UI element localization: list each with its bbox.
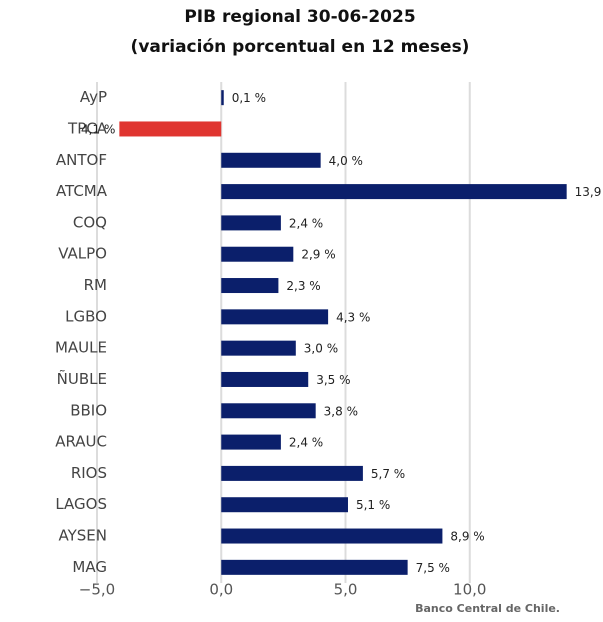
- bar: [221, 152, 321, 168]
- data-label: 4,3 %: [336, 310, 370, 324]
- bar: [221, 340, 296, 356]
- bar: [221, 246, 294, 262]
- x-tick-label: 10,0: [453, 581, 486, 599]
- bar: [221, 278, 279, 294]
- y-tick-label: AYSEN: [59, 527, 107, 545]
- y-tick-label: LAGOS: [55, 495, 107, 513]
- y-tick-label: ANTOF: [56, 151, 107, 169]
- bar: [221, 465, 363, 481]
- y-tick-label: BBIO: [70, 401, 107, 419]
- y-tick-label: VALPO: [58, 245, 107, 263]
- data-label: 2,4 %: [289, 216, 323, 230]
- y-tick-label: MAULE: [55, 339, 107, 357]
- bar: [221, 403, 316, 419]
- chart-subtitle: (variación porcentual en 12 meses): [131, 37, 470, 57]
- bar: [221, 309, 329, 325]
- data-label: 7,5 %: [416, 561, 450, 575]
- data-label: 5,1 %: [356, 498, 390, 512]
- data-label: 2,9 %: [301, 248, 335, 262]
- data-label: 3,8 %: [324, 404, 358, 418]
- y-tick-label: ÑUBLE: [57, 369, 107, 388]
- bar: [221, 371, 309, 387]
- x-tick-label: 5,0: [334, 581, 358, 599]
- data-label: 3,0 %: [304, 342, 338, 356]
- bar: [221, 497, 348, 513]
- y-tick-label: RIOS: [71, 464, 107, 482]
- bar: [221, 90, 224, 106]
- bar: [221, 215, 281, 231]
- data-label: 2,4 %: [289, 436, 323, 450]
- y-tick-label: ATCMA: [56, 182, 108, 200]
- bar: [221, 559, 408, 575]
- data-label: 3,5 %: [316, 373, 350, 387]
- x-tick-label: −5,0: [79, 581, 115, 599]
- bar: [221, 528, 443, 544]
- bar: [119, 121, 222, 137]
- y-tick-label: ARAUC: [55, 433, 107, 451]
- data-label: 2,3 %: [286, 279, 320, 293]
- bar: [221, 434, 281, 450]
- y-tick-label: AyP: [80, 88, 107, 106]
- y-tick-label: LGBO: [65, 307, 107, 325]
- y-tick-label: TPCA: [67, 119, 108, 137]
- data-label: 5,7 %: [371, 467, 405, 481]
- chart-title: PIB regional 30-06-2025: [184, 7, 415, 27]
- data-label: 4,1 %: [81, 122, 115, 136]
- source: Banco Central de Chile.: [415, 602, 560, 615]
- data-label: 4,0 %: [329, 154, 363, 168]
- y-tick-label: MAG: [72, 558, 107, 576]
- y-tick-label: RM: [84, 276, 107, 294]
- bar: [221, 184, 567, 200]
- data-label: 0,1 %: [232, 91, 266, 105]
- y-tick-label: COQ: [73, 213, 107, 231]
- data-label: 8,9 %: [450, 530, 484, 544]
- x-tick-label: 0,0: [209, 581, 233, 599]
- data-label: 13,9: [575, 185, 602, 199]
